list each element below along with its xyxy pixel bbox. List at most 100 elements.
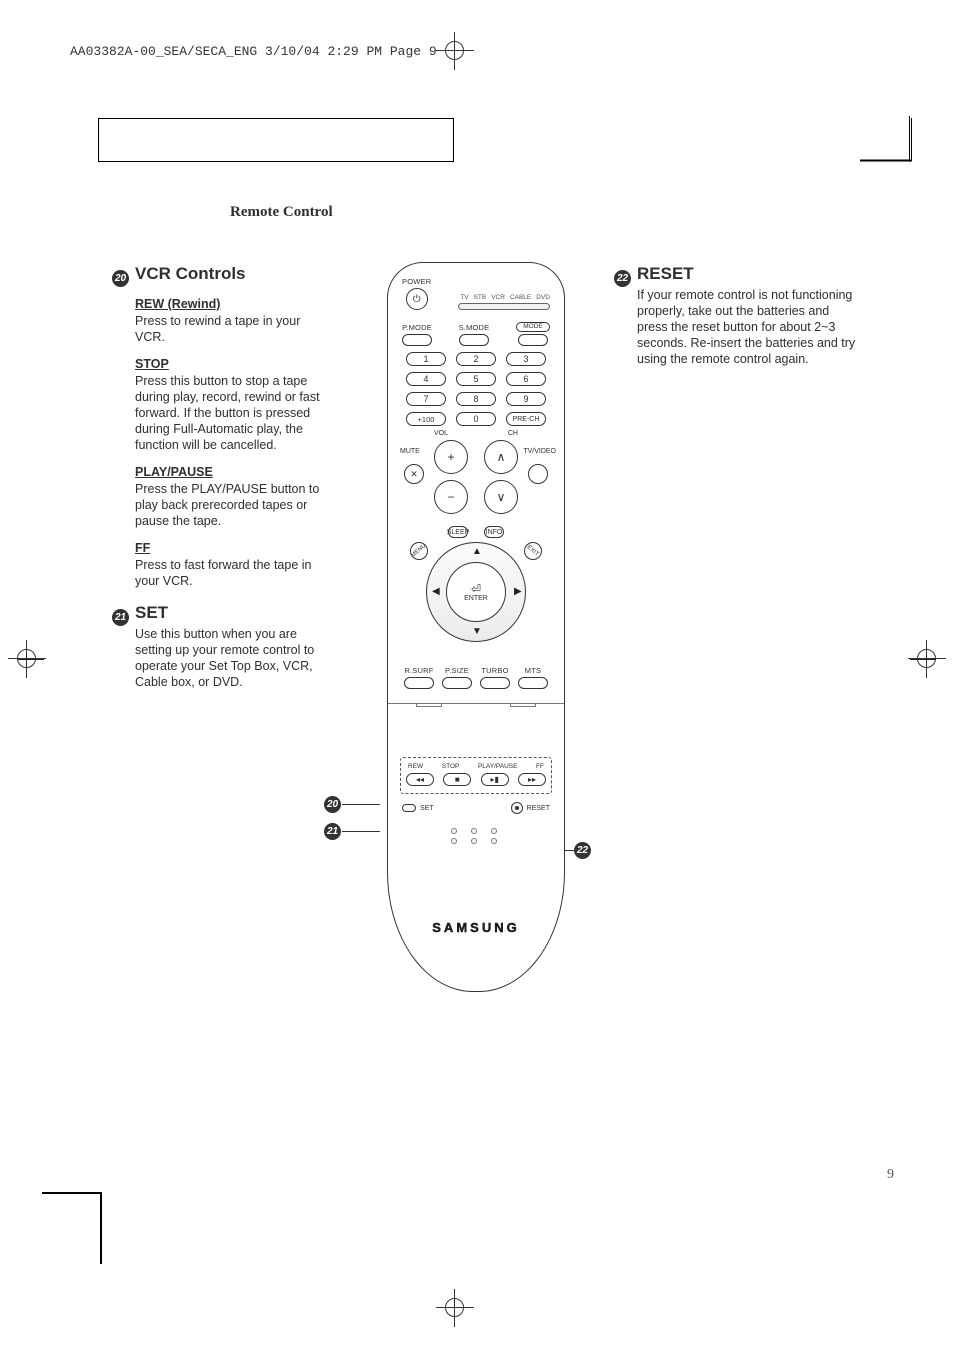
callout-21-line: [342, 831, 380, 832]
crop-line: [909, 116, 911, 162]
arrow-down-icon: ▼: [472, 626, 482, 637]
mode-label: MODE: [516, 322, 550, 332]
rsurf-button: [404, 677, 434, 689]
playpause-body: Press the PLAY/PAUSE button to play back…: [135, 481, 322, 529]
ff-body: Press to fast forward the tape in your V…: [135, 557, 322, 589]
rew-body: Press to rewind a tape in your VCR.: [135, 313, 322, 345]
ch-label: CH: [508, 430, 518, 437]
vol-label: VOL: [434, 430, 448, 437]
vcr-controls-box: REW STOP PLAY/PAUSE FF ◂◂ ■ ▸▮ ▸▸: [400, 757, 552, 794]
registration-mark-top: [436, 32, 474, 70]
exit-button: EXIT: [524, 542, 542, 560]
set-label: SET: [420, 805, 434, 812]
function-row: R.SURF P.SIZE TURBO MTS: [398, 666, 554, 689]
enter-label: ENTER: [464, 595, 488, 602]
enter-button: ⏎ ENTER: [446, 562, 506, 622]
pmode-label: P.MODE: [402, 323, 432, 332]
stop-body: Press this button to stop a tape during …: [135, 373, 322, 453]
bullet-20-icon: 20: [112, 270, 129, 287]
num-7-button: 7: [406, 392, 446, 406]
vcr-stop-label: STOP: [442, 763, 460, 770]
ch-up-button: ∧: [484, 440, 518, 474]
reset-button-icon: [511, 802, 523, 814]
playpause-heading: PLAY/PAUSE: [135, 465, 322, 479]
numpad: 1 2 3 4 5 6 7 8 9 +100 0 PRE-CH: [398, 346, 554, 426]
rsurf-label: R.SURF: [404, 666, 433, 675]
vcr-rew-button-icon: ◂◂: [406, 773, 434, 786]
mts-label: MTS: [525, 666, 541, 675]
arrow-right-icon: ▶: [514, 586, 522, 597]
vcr-ff-button-icon: ▸▸: [518, 773, 546, 786]
left-column: 20 VCR Controls REW (Rewind) Press to re…: [112, 262, 322, 690]
print-header: AA03382A-00_SEA/SECA_ENG 3/10/04 2:29 PM…: [70, 44, 437, 59]
ff-heading: FF: [135, 541, 322, 555]
item-22-title: RESET: [637, 264, 694, 284]
plus100-button: +100: [406, 412, 446, 426]
vcr-rew-label: REW: [408, 763, 423, 770]
psize-label: P.SIZE: [445, 666, 469, 675]
reset-label: RESET: [527, 805, 550, 812]
mute-label: MUTE: [400, 448, 420, 455]
smode-label: S.MODE: [459, 323, 490, 332]
tvvideo-button: [528, 464, 548, 484]
item-22-row: 22 RESET: [614, 264, 856, 285]
num-8-button: 8: [456, 392, 496, 406]
nav-zone: SLEEP INFO MENU EXIT ▲ ▼ ◀ ▶ ⏎ ENTER: [406, 528, 546, 656]
registration-mark-bottom: [436, 1289, 474, 1327]
vcr-stop-button-icon: ■: [443, 773, 471, 786]
vcr-playpause-button-icon: ▸▮: [481, 773, 509, 786]
speaker-dots-icon: [451, 828, 501, 844]
arrow-up-icon: ▲: [472, 546, 482, 557]
num-6-button: 6: [506, 372, 546, 386]
turbo-label: TURBO: [481, 666, 508, 675]
item-21-title: SET: [135, 603, 168, 623]
crop-line: [911, 118, 913, 160]
vol-ch-zone: VOL CH MUTE TV/VIDEO ✕ + ∧ − ∨: [398, 430, 554, 522]
page-number: 9: [887, 1167, 894, 1183]
mode-label-tv: TV: [460, 294, 468, 301]
bullet-22-icon: 22: [614, 270, 631, 287]
set-button: [402, 804, 416, 812]
mode-label-vcr: VCR: [491, 294, 505, 301]
mode-buttons-row: P.MODE S.MODE MODE: [398, 322, 554, 346]
callout-20-icon: 20: [324, 796, 341, 813]
callout-21-icon: 21: [324, 823, 341, 840]
item-20-row: 20 VCR Controls: [112, 264, 322, 285]
arrow-left-icon: ◀: [432, 586, 440, 597]
mts-button: [518, 677, 548, 689]
callout-22-icon: 22: [574, 842, 591, 859]
mode-labels: TV STB VCR CABLE DVD: [460, 294, 550, 301]
mode-label-dvd: DVD: [536, 294, 550, 301]
item-21-row: 21 SET: [112, 603, 322, 624]
section-title: Remote Control: [230, 204, 333, 221]
crop-line: [860, 160, 912, 162]
rew-heading: REW (Rewind): [135, 297, 322, 311]
remote-top-zone: POWER ⏻ TV STB VCR CABLE DVD: [398, 277, 554, 310]
vol-down-button: −: [434, 480, 468, 514]
page-frame-box: [98, 118, 454, 162]
num-1-button: 1: [406, 352, 446, 366]
num-2-button: 2: [456, 352, 496, 366]
mode-label-cable: CABLE: [510, 294, 531, 301]
crop-line: [42, 1192, 102, 1194]
callout-20-line: [342, 804, 380, 805]
reset-body: If your remote control is not functionin…: [637, 287, 856, 367]
vcr-ff-label: FF: [536, 763, 544, 770]
bullet-21-icon: 21: [112, 609, 129, 626]
turbo-button: [480, 677, 510, 689]
trim-tick-left: [18, 659, 44, 660]
num-3-button: 3: [506, 352, 546, 366]
divider-notch-right: [510, 703, 536, 707]
mode-button: [518, 334, 548, 346]
mute-button-icon: ✕: [404, 464, 424, 484]
prech-button: PRE-CH: [506, 412, 546, 426]
stop-heading: STOP: [135, 357, 322, 371]
ch-down-button: ∨: [484, 480, 518, 514]
pmode-button: [402, 334, 432, 346]
set-body: Use this button when you are setting up …: [135, 626, 322, 690]
psize-button: [442, 677, 472, 689]
remote-body: POWER ⏻ TV STB VCR CABLE DVD P.MODE S: [387, 262, 565, 992]
brand-label: SAMSUNG: [398, 920, 554, 935]
right-column: 22 RESET If your remote control is not f…: [614, 262, 856, 367]
remote-diagram: 20 21 22 POWER ⏻ TV STB VCR CABLE DVD: [340, 262, 600, 992]
